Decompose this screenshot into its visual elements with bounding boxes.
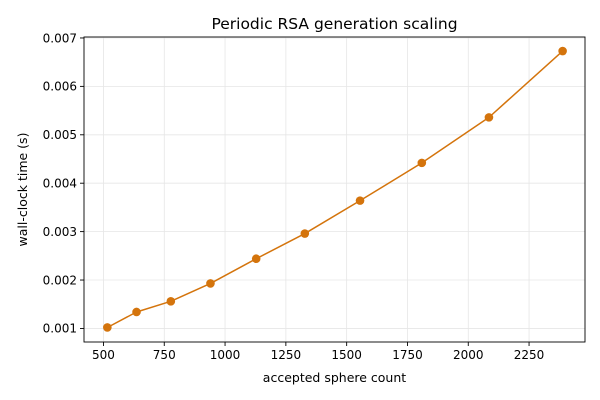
y-tick-label: 0.007 — [43, 31, 77, 45]
y-tick-label: 0.006 — [43, 80, 77, 94]
tick-layer: 500 750 1000 1250 1500 1750 2000 2250 0.001 0.002… — [43, 31, 545, 362]
y-tick-label: 0.002 — [43, 273, 77, 287]
series-layer — [103, 46, 567, 332]
data-point — [103, 323, 112, 332]
x-tick-label: 2250 — [514, 348, 545, 362]
data-point — [300, 229, 310, 238]
y-tick-label: 0.004 — [43, 177, 77, 191]
data-point — [251, 254, 261, 264]
plot-frame — [83, 36, 586, 343]
data-point — [206, 279, 215, 288]
data-point — [558, 46, 567, 56]
grid — [84, 37, 585, 342]
x-tick-label: 500 — [92, 348, 115, 362]
data-point — [132, 307, 141, 317]
x-tick-label: 2000 — [453, 348, 484, 362]
x-tick-label: 1000 — [210, 348, 241, 362]
y-tick-label: 0.003 — [43, 225, 77, 239]
x-tick-label: 1250 — [271, 348, 302, 362]
x-axis-label: accepted sphere count — [263, 370, 406, 385]
x-tick-label: 750 — [153, 348, 176, 362]
series-line — [106, 50, 564, 329]
x-tick-label: 1750 — [392, 348, 423, 362]
y-axis-label: wall-clock time (s) — [15, 133, 30, 247]
data-point — [166, 297, 176, 306]
y-tick-label: 0.005 — [43, 128, 77, 142]
data-point — [355, 196, 365, 205]
chart-title: Periodic RSA generation scaling — [211, 15, 457, 33]
x-tick-label: 1500 — [331, 348, 362, 362]
data-point — [417, 158, 427, 168]
data-point — [484, 113, 494, 122]
y-tick-label: 0.001 — [43, 322, 77, 336]
